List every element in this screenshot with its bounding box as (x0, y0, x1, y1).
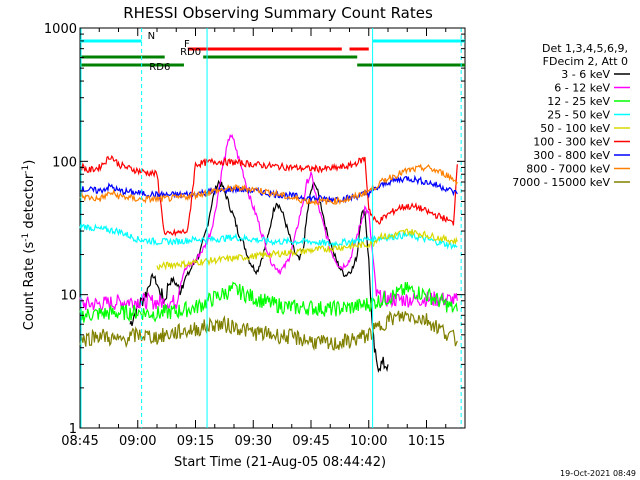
y-tick-label: 1000 (44, 22, 77, 37)
x-tick-label: 09:30 (235, 434, 272, 449)
x-tick-label: 09:15 (177, 434, 214, 449)
legend-header: Det 1,3,4,5,6,9, (542, 42, 628, 55)
x-tick-label: 08:45 (61, 434, 98, 449)
series-line-6 (79, 174, 458, 205)
series-line-7 (79, 163, 458, 206)
y-axis-label-part3: ) (22, 160, 37, 165)
y-axis-label-part1: Count Rate (s (22, 242, 37, 331)
legend-entry-label: 7000 - 15000 keV (512, 176, 610, 189)
legend: Det 1,3,4,5,6,9,FDecim 2, Att 03 - 6 keV… (512, 42, 630, 189)
series-layer (79, 133, 458, 373)
x-tick-label: 09:45 (292, 434, 329, 449)
legend-entry-label: 100 - 300 keV (533, 136, 610, 149)
x-tick-label: 10:15 (408, 434, 445, 449)
observing-bar-label: RD0 (180, 47, 201, 58)
series-line-2 (79, 281, 458, 323)
y-axis-ticks: 1 10 100 1000 (44, 22, 465, 437)
legend-entry-label: 300 - 800 keV (533, 149, 610, 162)
chart-title: RHESSI Observing Summary Count Rates (123, 4, 433, 22)
legend-entry-label: 6 - 12 keV (554, 82, 610, 95)
legend-entry-label: 50 - 100 keV (540, 122, 610, 135)
y-tick-label: 100 (52, 155, 77, 170)
y-axis-label-part2: detector (22, 173, 37, 233)
series-line-5 (79, 154, 458, 238)
observing-bar-label: RD6 (149, 62, 170, 73)
y-tick-label: 10 (60, 289, 77, 304)
x-axis-label: Start Time (21-Aug-05 08:44:42) (174, 455, 386, 470)
x-tick-label: 09:00 (119, 434, 156, 449)
y-tick-label: 1 (69, 422, 77, 437)
y-axis-label-sup2: -1 (21, 165, 31, 174)
x-tick-label: 10:00 (350, 434, 387, 449)
legend-entry-label: 3 - 6 keV (561, 68, 610, 81)
series-line-8 (79, 310, 458, 351)
segment-lines-layer (80, 28, 462, 428)
legend-entry-label: 12 - 25 keV (547, 95, 610, 108)
y-axis-label: Count Rate (s-1 detector-1) (21, 160, 37, 331)
footer-timestamp: 19-Oct-2021 08:49 (560, 469, 636, 478)
legend-header: FDecim 2, Att 0 (543, 55, 628, 68)
x-axis-ticks: 08:45 09:00 09:15 09:30 09:45 10:00 10:15 (61, 28, 466, 449)
observing-bar-label: F (184, 39, 190, 50)
series-line-0 (129, 179, 389, 373)
y-axis-label-sup1: -1 (21, 233, 31, 242)
observing-bar-label: N (148, 31, 155, 42)
legend-entry-label: 25 - 50 keV (547, 109, 610, 122)
legend-entry-label: 800 - 7000 keV (526, 163, 610, 176)
